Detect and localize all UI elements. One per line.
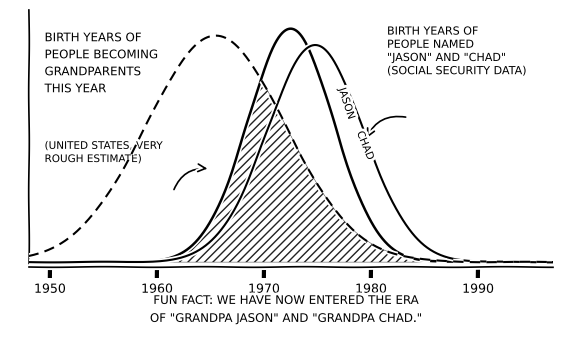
- Text: JASON: JASON: [337, 87, 356, 121]
- Text: BIRTH YEARS OF
PEOPLE NAMED
"JASON" AND "CHAD"
(SOCIAL SECURITY DATA): BIRTH YEARS OF PEOPLE NAMED "JASON" AND …: [387, 27, 527, 76]
- Text: (UNITED STATES, VERY
ROUGH ESTIMATE): (UNITED STATES, VERY ROUGH ESTIMATE): [44, 141, 162, 164]
- Text: CHAD: CHAD: [355, 130, 376, 161]
- Text: FUN FACT: WE HAVE NOW ENTERED THE ERA
OF "GRANDPA JASON" AND "GRANDPA CHAD.": FUN FACT: WE HAVE NOW ENTERED THE ERA OF…: [150, 294, 420, 325]
- Text: BIRTH YEARS OF
PEOPLE BECOMING
GRANDPARENTS
THIS YEAR: BIRTH YEARS OF PEOPLE BECOMING GRANDPARE…: [44, 31, 157, 95]
